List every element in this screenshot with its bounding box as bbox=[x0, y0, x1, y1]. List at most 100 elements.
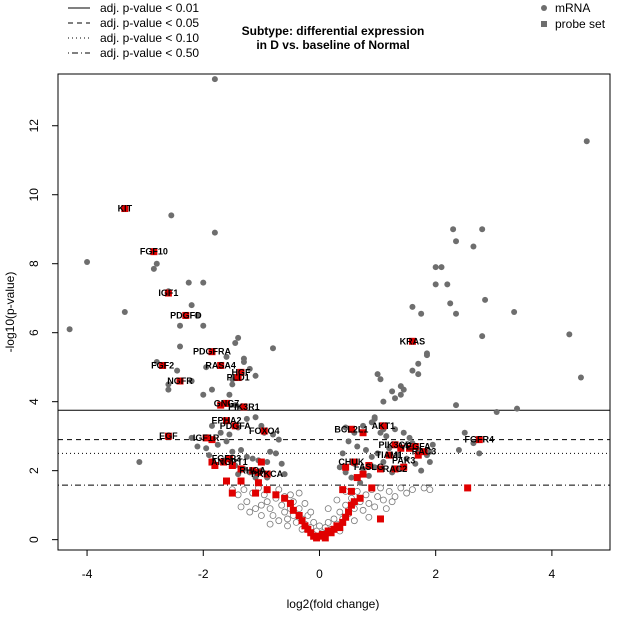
y-tick-label-5: 10 bbox=[27, 188, 41, 202]
gene-label-rac2: RAC2 bbox=[383, 464, 408, 474]
mrna-point-open-0 bbox=[240, 486, 248, 494]
probe-point-52 bbox=[336, 524, 344, 532]
probe-point-25 bbox=[249, 467, 257, 475]
mrna-point-92 bbox=[214, 441, 221, 448]
mrna-point-open-62 bbox=[275, 517, 283, 525]
mrna-point-115 bbox=[342, 424, 349, 431]
gene-label-igf1: IGF1 bbox=[158, 288, 178, 298]
mrna-point-111 bbox=[252, 474, 259, 481]
mrna-point-70 bbox=[461, 429, 468, 436]
gene-label-pak3: PAK3 bbox=[392, 455, 415, 465]
mrna-point-open-11 bbox=[269, 512, 277, 519]
probe-point-55 bbox=[345, 508, 353, 516]
mrna-point-139 bbox=[360, 465, 367, 472]
mrna-point-open-14 bbox=[278, 501, 286, 509]
mrna-point-67 bbox=[514, 405, 521, 412]
chart-title-line2: in D vs. baseline of Normal bbox=[256, 38, 409, 52]
mrna-point-open-66 bbox=[307, 508, 315, 516]
plot-frame bbox=[57, 73, 611, 551]
mrna-point-open-16 bbox=[284, 515, 291, 523]
mrna-point-41 bbox=[432, 264, 439, 271]
gene-label-pdgfd: PDGFD bbox=[170, 310, 202, 320]
probe-point-82 bbox=[475, 436, 483, 444]
mrna-point-119 bbox=[377, 429, 384, 436]
probe-point-68 bbox=[359, 429, 367, 437]
probe-point-57 bbox=[350, 498, 358, 506]
mrna-point-127 bbox=[429, 441, 436, 448]
mrna-point-open-51 bbox=[379, 496, 387, 504]
mrna-point-123 bbox=[406, 434, 413, 441]
gene-label-foxo4: FOXO4 bbox=[249, 426, 280, 436]
mrna-point-94 bbox=[206, 452, 213, 459]
probe-point-10 bbox=[223, 399, 231, 407]
probe-point-12 bbox=[240, 403, 248, 411]
mrna-point-113 bbox=[188, 434, 195, 441]
probe-point-65 bbox=[359, 470, 367, 478]
mrna-point-open-6 bbox=[252, 505, 259, 513]
mrna-point-open-7 bbox=[243, 498, 251, 506]
mrna-point-open-38 bbox=[342, 501, 350, 509]
probe-point-78 bbox=[391, 465, 399, 473]
legend-label-2: adj. p-value < 0.10 bbox=[100, 31, 199, 45]
mrna-point-9 bbox=[185, 279, 192, 286]
probe-point-39 bbox=[298, 517, 306, 525]
probe-point-7 bbox=[217, 361, 225, 369]
mrna-point-open-29 bbox=[316, 522, 323, 530]
mrna-point-90 bbox=[226, 431, 233, 438]
mrna-point-3 bbox=[84, 258, 91, 265]
mrna-point-open-42 bbox=[353, 487, 361, 495]
legend-label-0: adj. p-value < 0.01 bbox=[100, 1, 199, 15]
gene-label-egf: EGF bbox=[159, 431, 178, 441]
gene-label-pik3cd: PIK3CD bbox=[379, 440, 413, 450]
probe-point-17 bbox=[202, 434, 210, 442]
probe-point-38 bbox=[295, 512, 303, 520]
mrna-point-150 bbox=[336, 464, 343, 471]
probe-point-11 bbox=[217, 401, 225, 409]
probe-point-66 bbox=[365, 461, 373, 469]
mrna-point-93 bbox=[203, 445, 210, 452]
probe-point-77 bbox=[400, 463, 408, 471]
mrna-point-54 bbox=[415, 360, 422, 367]
mrna-point-96 bbox=[238, 446, 245, 453]
gene-label-igf1r: IGF1R bbox=[193, 433, 220, 443]
mrna-point-open-68 bbox=[333, 496, 341, 504]
probe-set-points bbox=[121, 205, 483, 542]
gene-label-fgf10: FGF10 bbox=[140, 247, 168, 257]
x-tick-label-1: -2 bbox=[198, 567, 209, 581]
x-tick-label-0: -4 bbox=[82, 567, 93, 581]
mrna-point-16 bbox=[232, 340, 239, 347]
probe-point-6 bbox=[176, 377, 184, 385]
probe-point-60 bbox=[356, 494, 364, 502]
mrna-point-open-58 bbox=[426, 486, 434, 494]
probe-point-70 bbox=[379, 422, 387, 430]
mrna-point-open-57 bbox=[420, 484, 428, 492]
mrna-point-open-17 bbox=[287, 491, 294, 499]
mrna-point-132 bbox=[374, 450, 381, 457]
probe-point-34 bbox=[272, 491, 280, 499]
probe-point-53 bbox=[339, 518, 347, 526]
mrna-point-40 bbox=[470, 243, 477, 250]
probe-point-67 bbox=[350, 458, 358, 466]
mrna-point-open-72 bbox=[382, 505, 390, 513]
mrna-point-22 bbox=[229, 381, 236, 388]
gene-label-chuk: CHUK bbox=[338, 457, 364, 467]
mrna-point-133 bbox=[386, 445, 393, 452]
mrna-point-19 bbox=[240, 359, 247, 366]
mrna-point-39 bbox=[453, 238, 460, 245]
mrna-point-21 bbox=[252, 372, 259, 379]
mrna-point-73 bbox=[455, 446, 462, 453]
mrna-point-102 bbox=[272, 450, 279, 457]
mrna-point-51 bbox=[418, 310, 425, 317]
mrna-point-28 bbox=[208, 386, 215, 393]
gene-label-fgf2: FGF2 bbox=[151, 360, 174, 370]
mrna-point-62 bbox=[397, 391, 404, 398]
mrna-point-open-15 bbox=[281, 508, 289, 516]
mrna-point-135 bbox=[403, 455, 410, 462]
mrna-point-146 bbox=[365, 472, 372, 479]
mrna-point-37 bbox=[479, 226, 486, 233]
mrna-point-29 bbox=[200, 391, 207, 398]
probe-point-29 bbox=[237, 477, 245, 485]
mrna-point-open-59 bbox=[234, 491, 242, 499]
